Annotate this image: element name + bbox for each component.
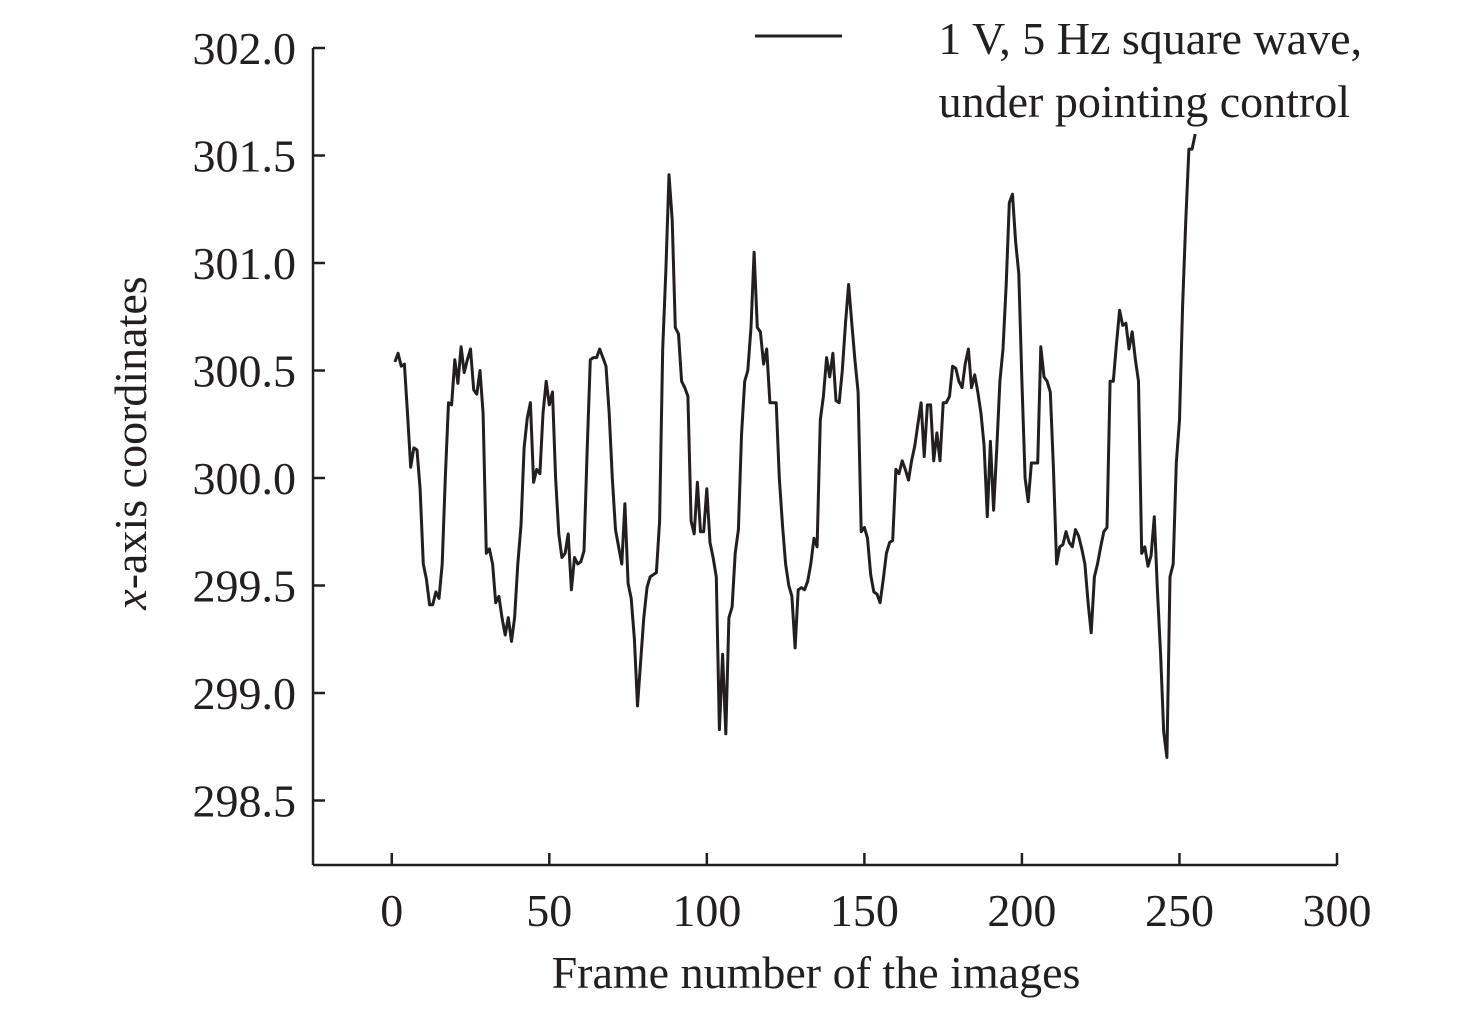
- y-tick-label: 300.0: [193, 453, 297, 504]
- x-tick-label: 300: [1303, 885, 1372, 936]
- legend: 1 V, 5 Hz square wave, under pointing co…: [755, 13, 1362, 127]
- y-tick-label: 299.0: [193, 668, 297, 719]
- x-ticks: 0 50 100 150 200 250 300: [380, 853, 1372, 936]
- y-axis-label-variable: x: [105, 589, 156, 611]
- y-tick-label: 301.5: [193, 131, 297, 182]
- y-ticks: 298.5 299.0 299.5 300.0 300.5 301.0 301.5 302.0: [193, 23, 325, 827]
- x-tick-label: 150: [830, 885, 899, 936]
- y-axis-label: x-axis coordinates: [105, 276, 156, 610]
- y-tick-label: 302.0: [193, 23, 297, 74]
- x-tick-label: 100: [672, 885, 741, 936]
- x-tick-label: 0: [380, 885, 403, 936]
- legend-label-line2: under pointing control: [939, 76, 1350, 127]
- y-axis-label-rest: -axis coordinates: [105, 276, 156, 589]
- series-group: [393, 133, 1197, 759]
- legend-label-line1: 1 V, 5 Hz square wave,: [938, 13, 1362, 64]
- y-tick-label: 298.5: [193, 776, 297, 827]
- y-tick-label: 299.5: [193, 561, 297, 612]
- series-line: [393, 133, 1197, 759]
- y-tick-label: 300.5: [193, 346, 297, 397]
- axes: [311, 48, 1337, 867]
- x-axis-label: Frame number of the images: [552, 947, 1081, 998]
- x-tick-label: 250: [1145, 885, 1214, 936]
- x-tick-label: 50: [526, 885, 572, 936]
- x-tick-label: 200: [987, 885, 1056, 936]
- y-tick-label: 301.0: [193, 238, 297, 289]
